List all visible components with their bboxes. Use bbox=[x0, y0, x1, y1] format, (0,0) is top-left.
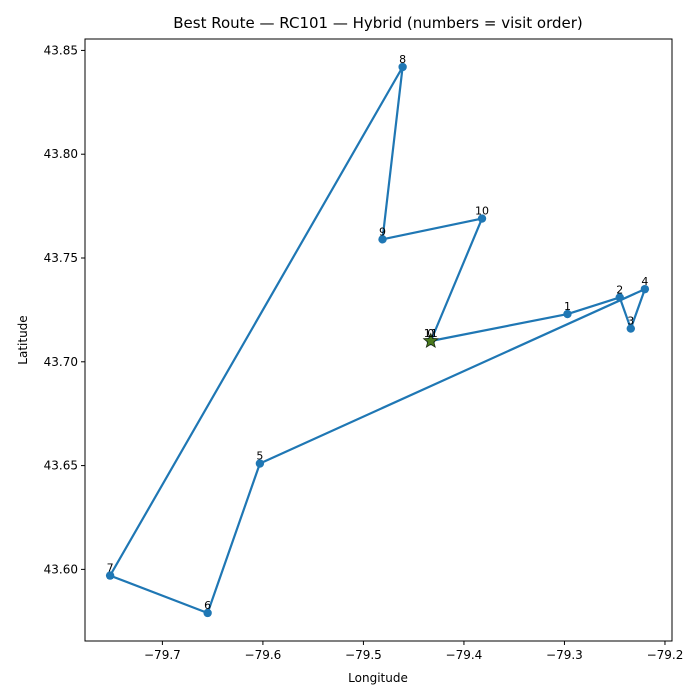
route-point bbox=[477, 214, 487, 223]
visit-order-label: 2 bbox=[616, 283, 623, 296]
depot-marker bbox=[422, 332, 439, 349]
y-tick-label: 43.75 bbox=[44, 251, 78, 265]
chart-title: Best Route — RC101 — Hybrid (numbers = v… bbox=[173, 14, 583, 32]
route-point bbox=[203, 608, 212, 618]
y-tick-label: 43.85 bbox=[44, 43, 78, 57]
route-point bbox=[378, 235, 387, 244]
y-axis: 43.60 43.65 43.70 43.75 43.80 43.85 bbox=[44, 43, 85, 576]
visit-order-label: 0 bbox=[427, 327, 434, 340]
x-tick-label: −79.2 bbox=[647, 648, 684, 662]
y-tick-label: 43.60 bbox=[44, 562, 78, 576]
route-point bbox=[615, 293, 624, 302]
y-tick-label: 43.65 bbox=[44, 459, 78, 473]
x-axis-label: Longitude bbox=[348, 671, 408, 685]
x-tick-label: −79.4 bbox=[446, 648, 483, 662]
y-tick-label: 43.70 bbox=[44, 355, 78, 369]
y-tick-label: 43.80 bbox=[44, 147, 78, 161]
visit-order-label: 5 bbox=[256, 450, 263, 463]
route-point bbox=[398, 62, 407, 72]
x-axis: −79.7 −79.6 −79.5 −79.4 −79.3 −79.2 bbox=[144, 641, 683, 662]
visit-order-label: 6 bbox=[204, 599, 211, 612]
visit-order-label: 1 bbox=[564, 300, 571, 313]
axes-frame bbox=[84, 38, 673, 642]
visit-order-label: 7 bbox=[107, 562, 114, 575]
x-tick-label: −79.3 bbox=[546, 648, 583, 662]
visit-order-label: 8 bbox=[399, 53, 406, 66]
plot-area: 0 1 2 3 4 5 6 7 8 9 10 11 bbox=[105, 53, 650, 618]
x-tick-label: −79.7 bbox=[144, 648, 181, 662]
visit-order-label: 11 bbox=[424, 327, 438, 340]
y-axis-label: Latitude bbox=[16, 315, 30, 364]
x-tick-label: −79.6 bbox=[245, 648, 282, 662]
route-line bbox=[108, 65, 647, 615]
route-point bbox=[640, 284, 650, 294]
visit-order-label: 10 bbox=[475, 205, 489, 218]
visit-order-label: 9 bbox=[379, 225, 386, 238]
visit-order-label: 3 bbox=[627, 315, 634, 328]
route-point bbox=[255, 459, 265, 468]
visit-order-label: 4 bbox=[641, 275, 648, 288]
route-point bbox=[626, 324, 635, 333]
x-tick-label: −79.5 bbox=[345, 648, 382, 662]
route-point bbox=[105, 571, 115, 580]
route-point bbox=[563, 309, 572, 319]
